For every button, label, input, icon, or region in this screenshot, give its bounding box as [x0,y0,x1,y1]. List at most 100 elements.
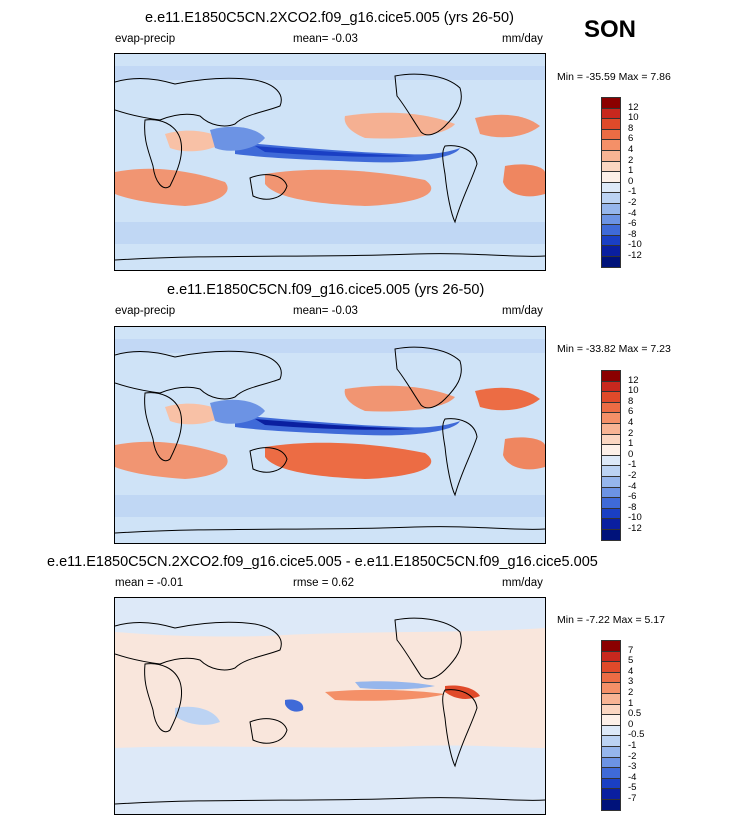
coast-antarctica [115,797,545,805]
colorbar-tick-label: 12 [628,101,639,113]
panel-2-map-svg [115,327,545,543]
coast-eurasia [115,621,282,671]
panel-3-units: mm/day [502,577,543,589]
colorbar-tick-label: -8 [628,228,637,240]
colorbar-tick-label: 8 [628,395,634,407]
colorbar-tick-label: 0 [628,175,634,187]
panel-1-map [114,53,546,271]
contour-south-atlantic-indian-dry [115,168,228,206]
colorbar-tick-label: -12 [628,250,642,261]
colorbar-tick-label: -2 [628,470,637,481]
panel-2-min-max: Min = -33.82 Max = 7.23 [557,343,671,355]
panel-1-stat: mean= -0.03 [293,33,358,45]
panel-1-min-max: Min = -35.59 Max = 7.86 [557,71,671,83]
contour-north-pacific-dry [344,112,455,139]
panel-3-title: e.e11.E1850C5CN.2XCO2.f09_g16.cice5.005 … [47,554,598,570]
panel-1-left-label: evap-precip [115,33,176,45]
colorbar-tick-label: 2 [628,154,634,166]
colorbar-tick-label: 2 [628,427,634,439]
panel-2-units: mm/day [502,305,543,317]
colorbar-tick-label: -6 [628,218,637,230]
colorbar-tick-label: 1 [628,697,634,709]
coast-north-america [394,617,462,680]
colorbar-tick-label: 0 [628,448,634,460]
colorbar-tick-label: -4 [628,771,637,783]
panel-2-colorbar: 12 10 8 6 4 2 1 0 -1 -2 -4 -6 -8 -10 -12 [601,370,711,542]
coast-eurasia [115,350,282,400]
panel-3-map-svg [115,598,545,814]
continent-outlines [115,73,545,261]
panel-1-map-svg [115,54,545,270]
contour-arabian-dry [165,130,225,152]
colorbar-tick-label: -4 [628,207,637,219]
contour-northern-storm-track [115,66,545,80]
colorbar-tick-label: -3 [628,761,637,773]
coast-north-america [394,346,462,409]
colorbar-cell [601,256,621,268]
colorbar-tick-label: 10 [628,112,639,124]
colorbar-tick-label: -10 [628,512,642,524]
coast-australia [249,718,288,744]
colorbar-tick-label: 0 [628,718,634,730]
season-label: SON [584,16,637,43]
contour-maritime-decrease [285,699,304,712]
contour-north-atlantic-dry [475,387,540,411]
contour-northern-neutral [115,598,545,637]
colorbar-tick-label: 4 [628,665,634,677]
contour-southern-neutral [115,745,545,814]
colorbar-tick-label: 10 [628,385,639,397]
contour-itcz-core [255,146,415,157]
colorbar-cell [601,529,621,541]
panel-3-left-label: mean = -0.01 [115,577,184,589]
colorbar-tick-label: 8 [628,122,634,134]
colorbar-tick-label: -1 [628,740,637,751]
colorbar-tick-label: 7 [628,644,634,656]
contour-north-pacific-dry [344,385,455,412]
panel-3-colorbar: 7 5 4 3 2 1 0.5 0 -0.5 -1 -2 -3 -4 -5 -7 [601,640,711,812]
panel-1-colorbar: 12 10 8 6 4 2 1 0 -1 -2 -4 -6 -8 -10 -12 [601,97,711,269]
coast-antarctica [115,526,545,534]
colorbar-tick-label: -0.5 [628,729,645,741]
colorbar-tick-label: -5 [628,782,637,794]
contour-pacific-north-decrease [355,681,435,690]
contour-maritime-wet [210,399,265,424]
colorbar-tick-label: -10 [628,239,642,251]
contour-indian-decrease [175,706,220,725]
coast-south-america [442,145,478,224]
panel-2-title: e.e11.E1850C5CN.f09_g16.cice5.005 (yrs 2… [167,282,485,298]
colorbar-tick-label: 4 [628,144,634,155]
coast-australia [249,447,288,473]
colorbar-tick-label: -1 [628,186,637,198]
colorbar-tick-label: 12 [628,374,639,386]
colorbar-tick-label: 0.5 [628,708,642,720]
panel-3-min-max: Min = -7.22 Max = 5.17 [557,614,665,626]
colorbar-tick-label: 2 [628,687,634,698]
contour-pacific-itcz-wet [235,415,460,436]
coast-australia [249,174,288,200]
colorbar-tick-label: 1 [628,165,634,177]
contour-north-atlantic-dry [475,114,540,138]
contour-south-atlantic-indian-dry [115,441,228,479]
colorbar-tick-label: -2 [628,750,637,762]
coast-africa [144,663,183,733]
coast-north-america [394,73,462,136]
colorbar-tick-label: 6 [628,406,634,418]
contour-southern-storm-track [115,495,545,517]
continent-outlines [115,346,545,534]
contour-south-atlantic-dry [503,437,545,470]
contour-northern-storm-track [115,339,545,353]
colorbar-tick-label: -8 [628,501,637,513]
contour-southern-storm-track [115,222,545,244]
contour-itcz-core [255,419,415,430]
colorbar-tick-label: -2 [628,197,637,208]
colorbar-tick-label: -12 [628,523,642,534]
colorbar-tick-label: 4 [628,417,634,428]
contour-maritime-wet [210,126,265,151]
coast-africa [144,392,183,462]
colorbar-tick-label: -6 [628,491,637,503]
colorbar-tick-label: -4 [628,480,637,492]
coast-south-america [442,418,478,497]
panel-2-stat: mean= -0.03 [293,305,358,317]
contour-pacific-equator-increase [325,689,445,701]
colorbar-tick-label: 6 [628,133,634,145]
